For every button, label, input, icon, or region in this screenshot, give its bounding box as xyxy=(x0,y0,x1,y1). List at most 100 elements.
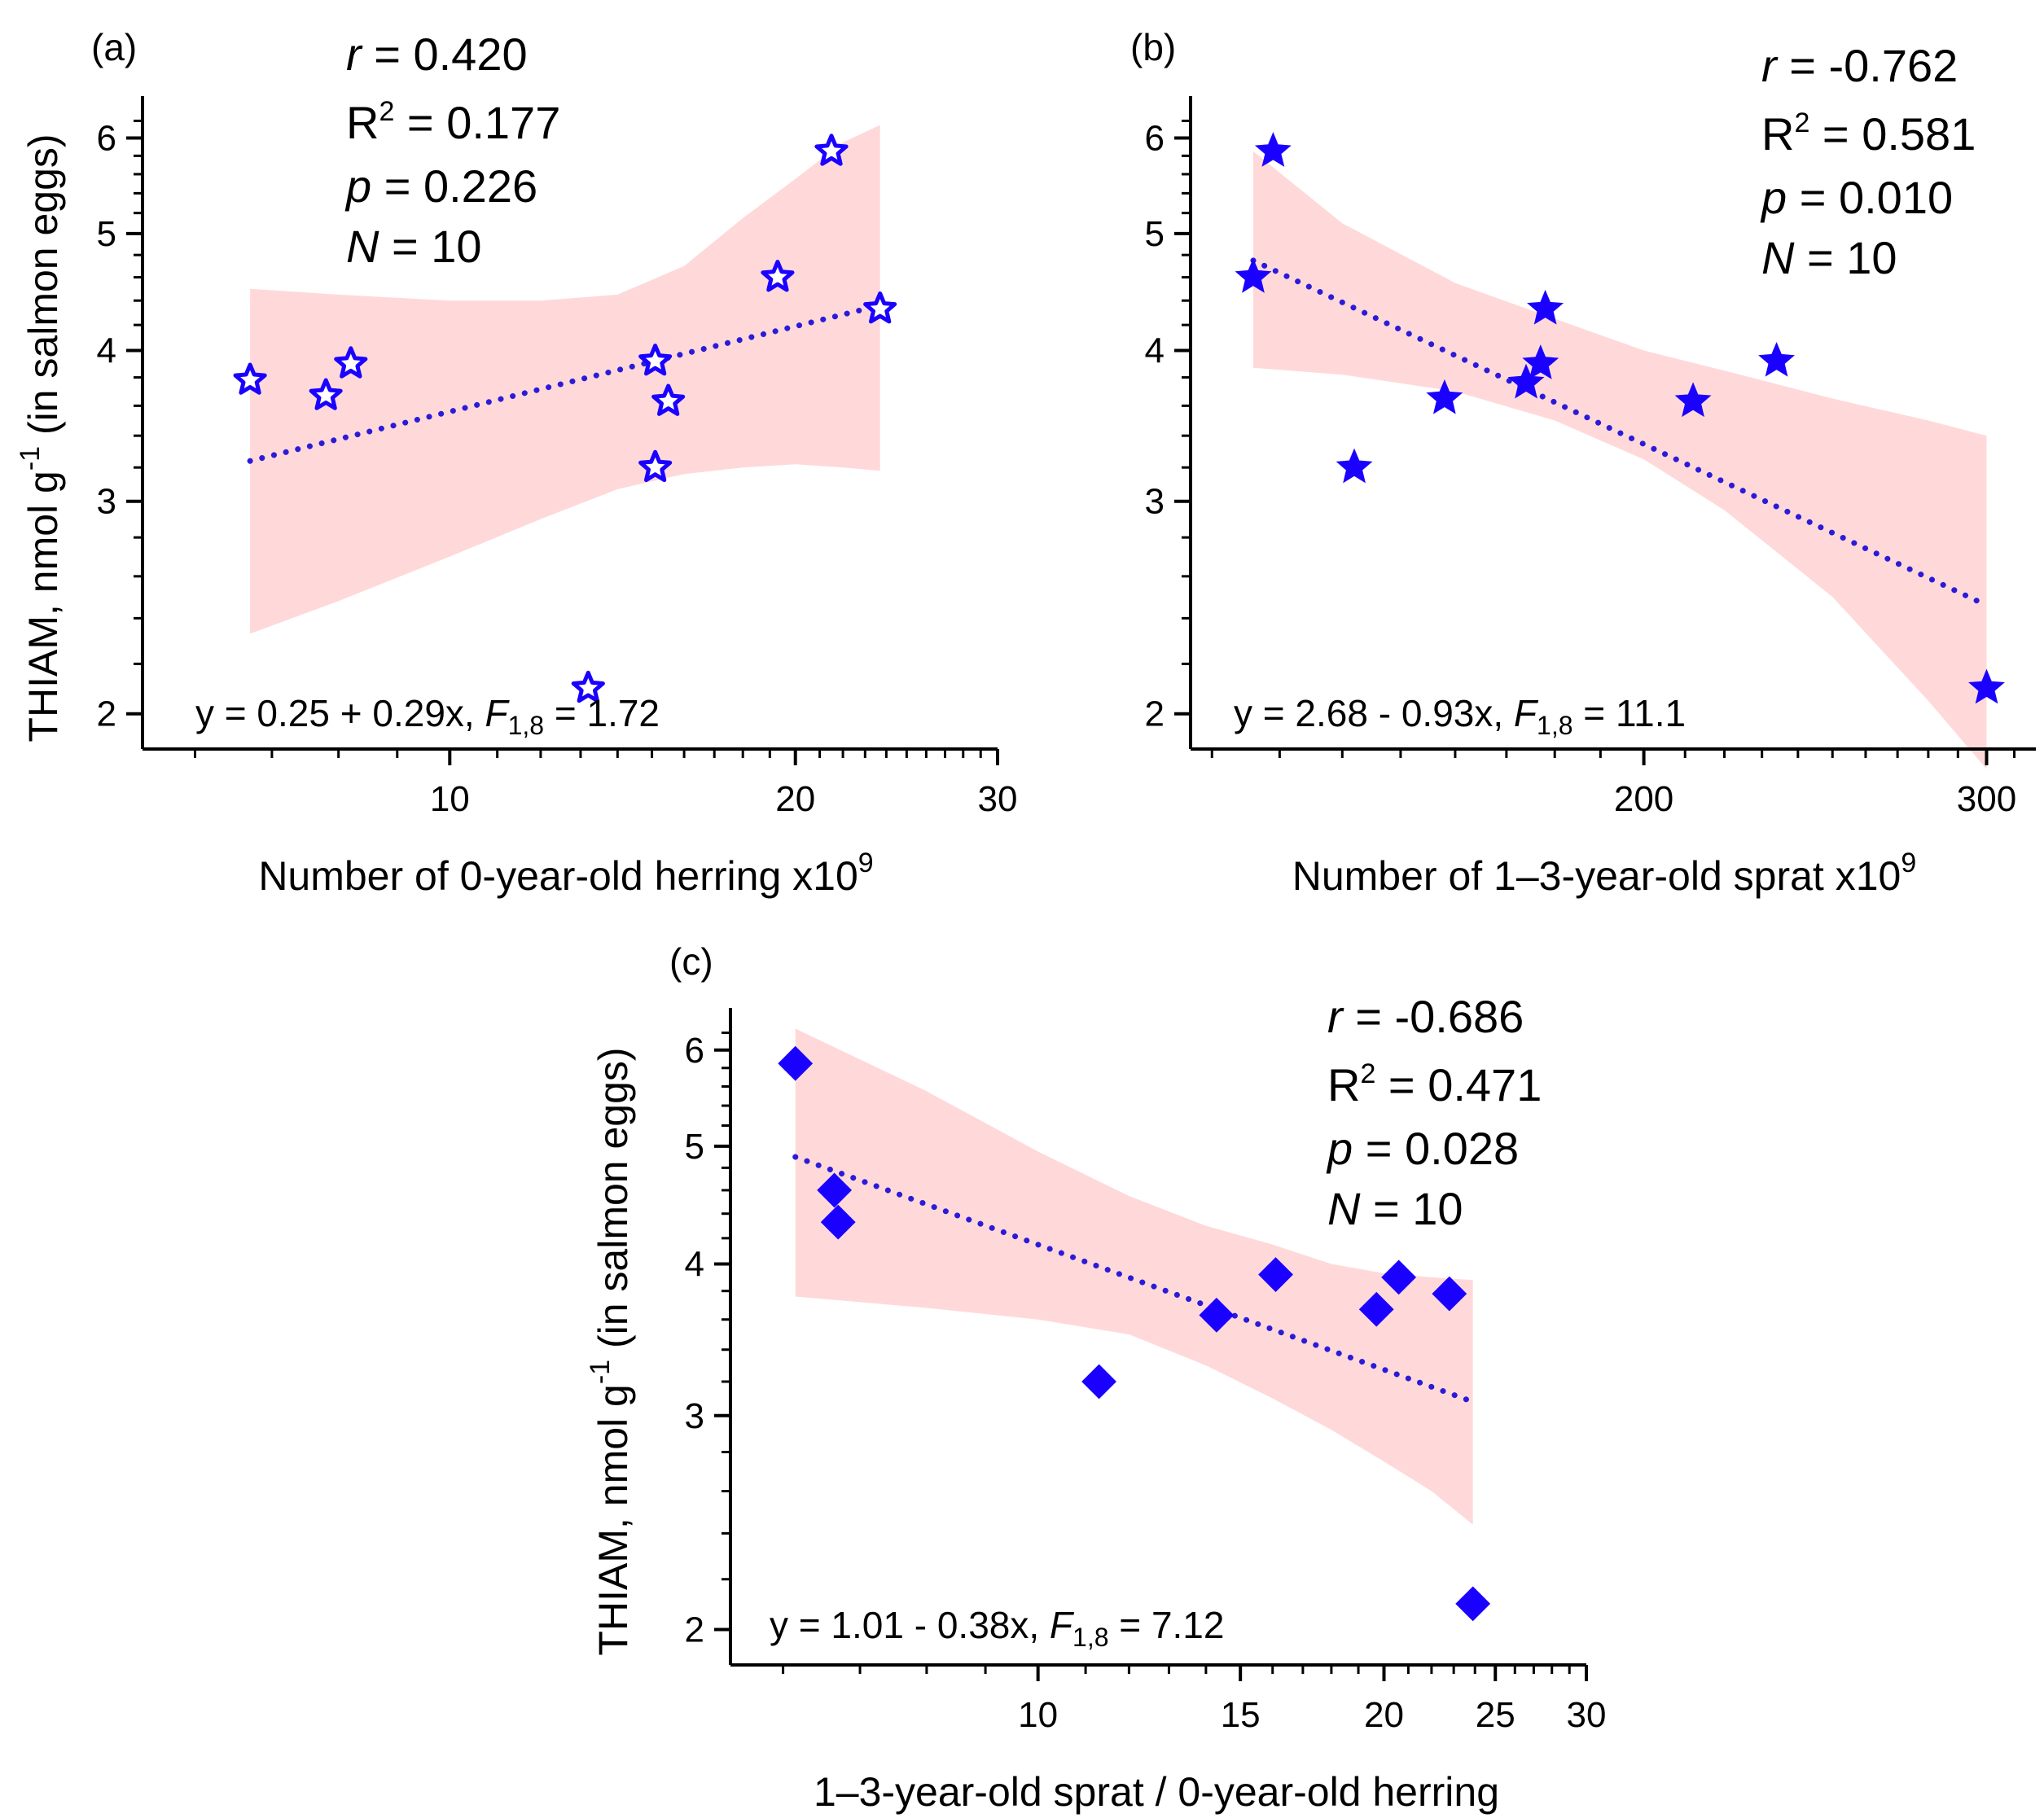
equation-f-value: = 11.1 xyxy=(1573,692,1687,734)
regression-equation: y = 0.25 + 0.29x, F1,8 = 1.72 xyxy=(195,692,660,740)
data-point xyxy=(1258,1257,1293,1292)
stat-n: N = 10 xyxy=(1327,1183,1463,1234)
y-tick-label: 5 xyxy=(97,214,116,254)
data-point xyxy=(1235,258,1272,293)
stat-r-value: = -0.762 xyxy=(1777,40,1958,91)
y-tick-label: 2 xyxy=(1145,694,1165,734)
data-point xyxy=(1081,1364,1116,1400)
stat-p-symbol: p xyxy=(1760,172,1787,223)
panel-label: (b) xyxy=(1130,26,1176,68)
x-tick-label: 30 xyxy=(978,779,1018,819)
y-axis-title-tail: (in salmon eggs) xyxy=(20,134,66,446)
panel-label: (a) xyxy=(91,26,137,68)
x-axis-title-text: Number of 0-year-old herring x10 xyxy=(258,853,858,899)
data-points-layer xyxy=(1235,132,2005,704)
equation-f-symbol: F xyxy=(485,692,510,734)
confidence-band-layer xyxy=(1252,151,1987,769)
stat-p: p = 0.010 xyxy=(1760,172,1953,223)
data-points-layer xyxy=(778,1045,1491,1622)
data-point xyxy=(1455,1586,1491,1622)
data-point xyxy=(1254,132,1292,167)
data-point xyxy=(778,1045,814,1081)
stat-p: p = 0.028 xyxy=(1326,1123,1519,1174)
y-tick-label: 5 xyxy=(685,1127,704,1167)
stat-r-symbol: r xyxy=(1327,991,1344,1042)
x-axis-title: Number of 1–3-year-old sprat x109 xyxy=(1292,848,1917,899)
x-tick-label: 10 xyxy=(1018,1695,1058,1735)
x-tick-label: 300 xyxy=(1957,779,2016,819)
axes-layer: 2 3 4 5 6 10 15 20 25 30 xyxy=(685,1008,1607,1735)
stat-r2-exponent: 2 xyxy=(379,96,394,127)
y-axis-title-exponent: -1 xyxy=(585,1360,616,1384)
x-axis-title-text: 1–3-year-old sprat / 0-year-old herring xyxy=(814,1769,1499,1815)
equation-f-symbol: F xyxy=(1050,1604,1075,1646)
y-tick-label: 2 xyxy=(97,694,116,734)
data-point xyxy=(334,346,368,379)
data-point xyxy=(309,378,343,410)
confidence-band-layer xyxy=(250,125,880,634)
stat-p-value: = 0.010 xyxy=(1787,172,1953,223)
data-point xyxy=(1522,344,1559,379)
equation-f-value: = 7.12 xyxy=(1109,1604,1225,1646)
data-point xyxy=(863,291,897,324)
regression-line-layer xyxy=(792,1154,1476,1405)
stat-r2-exponent: 2 xyxy=(1360,1058,1375,1089)
data-point xyxy=(1527,289,1564,325)
confidence-band xyxy=(795,1028,1473,1525)
stat-r-symbol: r xyxy=(346,28,363,80)
stat-p-value: = 0.226 xyxy=(371,160,537,212)
y-axis-title-exponent: -1 xyxy=(15,446,46,471)
equation-text: y = 1.01 - 0.38x, xyxy=(770,1604,1050,1646)
confidence-band xyxy=(250,125,880,634)
stat-p: p = 0.226 xyxy=(344,160,537,212)
equation-text: y = 2.68 - 0.93x, xyxy=(1234,692,1514,734)
y-axis-title: THIAM, nmol g-1 (in salmon eggs) xyxy=(585,1047,636,1655)
data-point xyxy=(761,260,795,292)
stat-n: N = 10 xyxy=(346,221,482,272)
equation-f-subscript: 1,8 xyxy=(508,711,544,740)
stat-r2-symbol: R xyxy=(1761,108,1794,160)
data-point xyxy=(1432,1276,1467,1312)
y-tick-label: 4 xyxy=(97,331,116,371)
regression-equation: y = 1.01 - 0.38x, F1,8 = 7.12 xyxy=(770,1604,1224,1652)
data-point xyxy=(233,362,267,395)
equation-f-value: = 1.72 xyxy=(544,692,660,734)
stat-n-symbol: N xyxy=(1761,232,1795,283)
equation-f-symbol: F xyxy=(1514,692,1539,734)
x-tick-label: 30 xyxy=(1567,1695,1607,1735)
stat-r-squared: R2 = 0.177 xyxy=(346,96,560,148)
equation-f-subscript: 1,8 xyxy=(1537,711,1572,740)
data-point xyxy=(651,383,686,416)
stat-r2-value: = 0.177 xyxy=(394,97,560,148)
stat-n-symbol: N xyxy=(1327,1183,1361,1234)
confidence-band-layer xyxy=(795,1028,1473,1525)
axes-layer: 2 3 4 5 6 10 20 30 xyxy=(97,96,1018,819)
y-tick-label: 2 xyxy=(685,1610,704,1649)
y-axis-title-text: THIAM, nmol g xyxy=(590,1384,636,1655)
regression-line xyxy=(247,302,884,464)
x-tick-label: 20 xyxy=(1364,1695,1404,1735)
stat-n-value: = 10 xyxy=(1360,1183,1463,1234)
data-point xyxy=(1381,1259,1417,1295)
axes-layer: 2 3 4 5 6 200 300 xyxy=(1145,96,2036,819)
data-point xyxy=(1358,1291,1394,1327)
data-points-layer xyxy=(233,134,897,703)
x-tick-label: 200 xyxy=(1614,779,1673,819)
data-point xyxy=(814,134,849,166)
stat-r2-value: = 0.471 xyxy=(1375,1059,1542,1111)
x-axis-title-exponent: 9 xyxy=(1901,848,1916,878)
confidence-band xyxy=(1252,151,1987,769)
data-point xyxy=(1199,1297,1235,1333)
stat-p-value: = 0.028 xyxy=(1353,1123,1519,1174)
data-point xyxy=(638,344,673,376)
stat-r-squared: R2 = 0.581 xyxy=(1761,107,1976,160)
stat-p-symbol: p xyxy=(1326,1123,1353,1174)
y-tick-label: 5 xyxy=(1145,214,1165,254)
stat-r: r = -0.686 xyxy=(1327,991,1524,1042)
data-point xyxy=(638,449,673,483)
stat-n-value: = 10 xyxy=(1794,232,1897,283)
data-point xyxy=(1758,342,1795,377)
x-tick-label: 10 xyxy=(430,779,470,819)
